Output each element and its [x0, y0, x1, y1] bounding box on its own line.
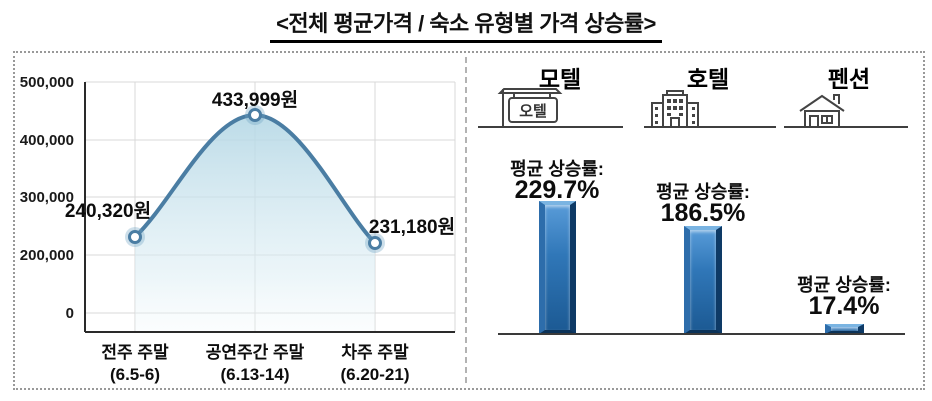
x-label-dates: (6.13-14) — [220, 365, 290, 385]
y-tick-200000: 200,000 — [19, 247, 74, 264]
bar-baseline — [498, 333, 905, 335]
x-label-show-week: 공연주간 주말 (6.13-14) — [180, 342, 330, 386]
pension-house-icon — [799, 94, 845, 128]
x-label-next-weekend: 차주 주말 (6.20-21) — [300, 342, 450, 386]
line-area-fill — [135, 115, 375, 332]
hotel-building-icon — [651, 90, 699, 128]
x-label-prev-weekend: 전주 주말 (6.5-6) — [60, 342, 210, 386]
motel-ground-line — [478, 126, 623, 128]
pension-bar — [825, 324, 864, 334]
y-tick-500000: 500,000 — [19, 74, 74, 91]
hotel-ground-line — [644, 126, 776, 128]
data-point-markers — [125, 105, 385, 253]
hotel-rate-value: 186.5% — [660, 199, 746, 227]
motel-rate-label: 평균 상승률: — [510, 159, 604, 179]
panel-divider — [465, 57, 467, 383]
value-label-show-week: 433,999원 — [211, 90, 299, 111]
column-header-hotel: 호텔 — [686, 66, 730, 92]
pension-ground-line — [784, 126, 908, 128]
y-tick-400000: 400,000 — [19, 132, 74, 149]
value-label-prev-weekend: 240,320원 — [64, 201, 152, 222]
title-bar: <전체 평균가격 / 숙소 유형별 가격 상승률> — [0, 6, 932, 43]
motel-rate-value: 229.7% — [514, 176, 600, 204]
page-title: <전체 평균가격 / 숙소 유형별 가격 상승률> — [270, 6, 662, 43]
price-line-chart — [84, 81, 456, 333]
y-tick-0: 0 — [65, 305, 74, 322]
x-label-text: 공연주간 주말 — [205, 343, 305, 362]
content-frame — [13, 51, 925, 390]
x-label-dates: (6.5-6) — [109, 365, 161, 385]
column-header-pension: 펜션 — [827, 66, 871, 92]
pension-rate-label: 평균 상승률: — [797, 275, 891, 295]
motel-sign-text: 오텔 — [519, 102, 547, 120]
motel-sign-icon: 오텔 — [497, 88, 563, 127]
pension-rate-value: 17.4% — [808, 292, 880, 320]
hotel-rate-label: 평균 상승률: — [656, 182, 750, 202]
x-label-text: 전주 주말 — [101, 343, 169, 362]
y-tick-300000: 300,000 — [19, 189, 74, 206]
motel-bar — [539, 201, 576, 334]
axes — [84, 82, 455, 333]
hotel-bar — [684, 226, 722, 334]
x-label-text: 차주 주말 — [341, 343, 409, 362]
x-label-dates: (6.20-21) — [340, 365, 410, 385]
column-header-motel: 모텔 — [538, 66, 582, 92]
value-label-next-weekend: 231,180원 — [368, 217, 456, 238]
